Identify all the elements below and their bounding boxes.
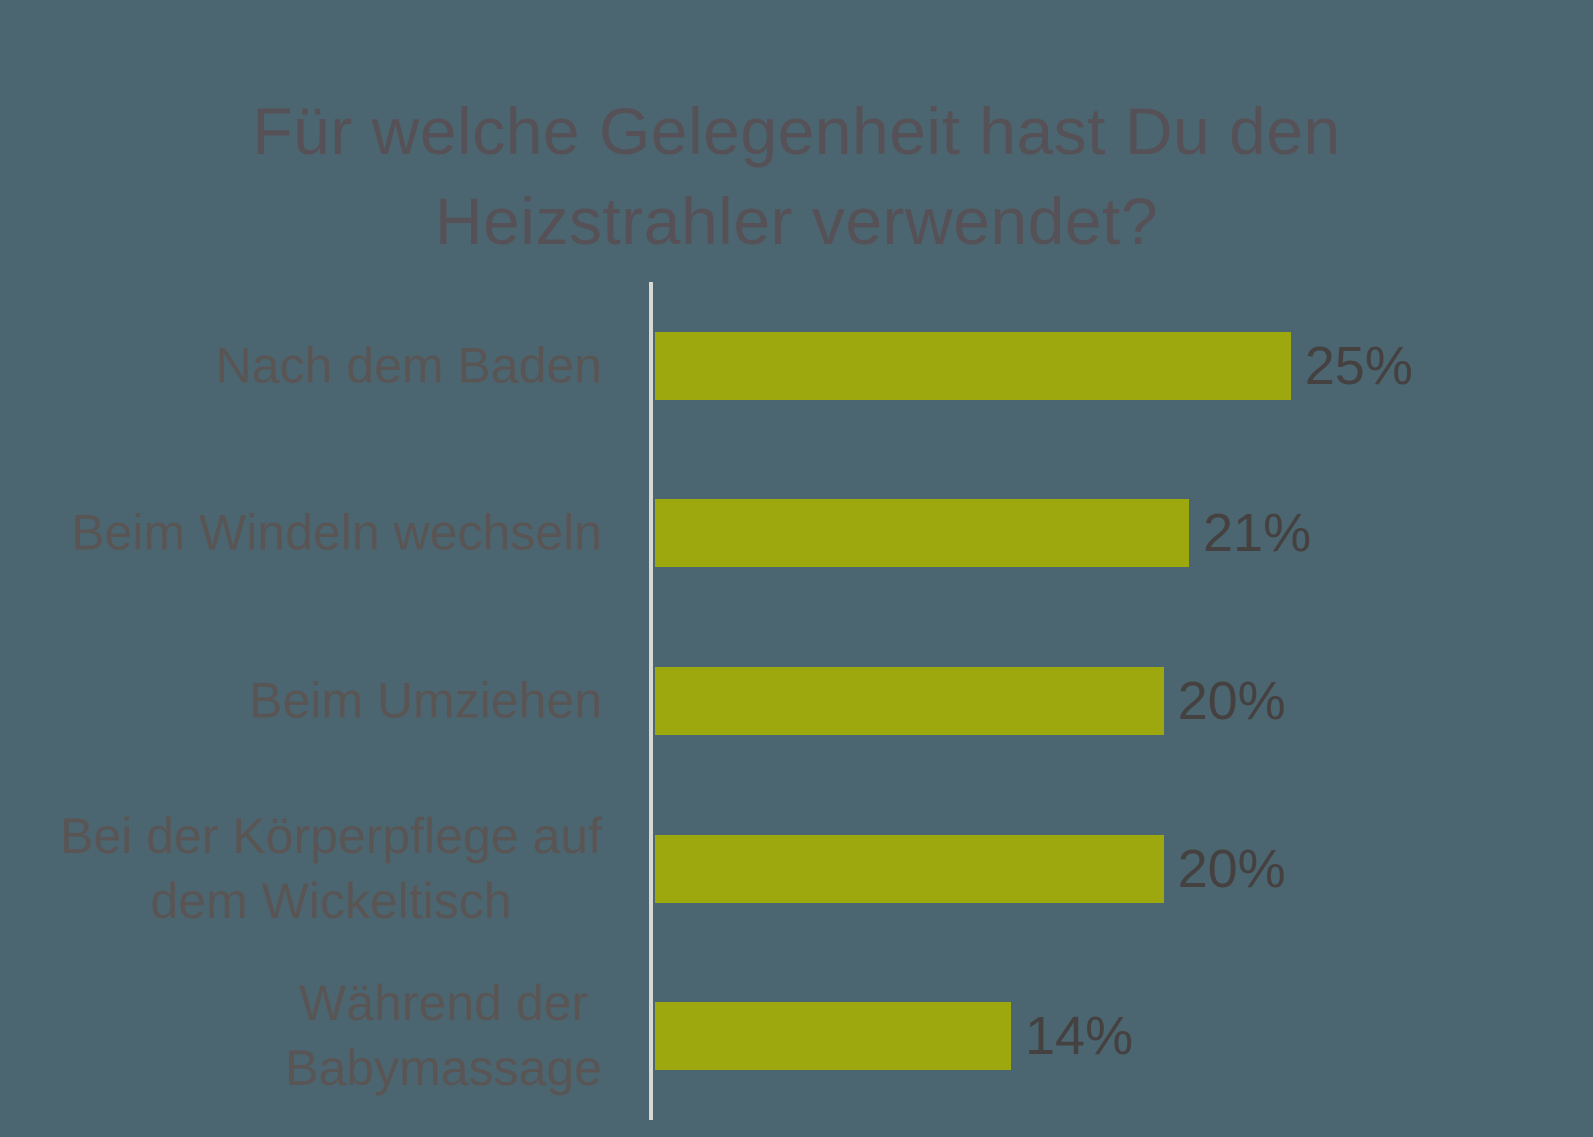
category-label: Beim Windeln wechseln <box>71 504 602 561</box>
bar <box>655 835 1164 903</box>
category-label: Bei der Körperpflege auf dem Wickeltisch <box>59 808 602 929</box>
value-label: 20% <box>1177 839 1286 899</box>
chart-title-line-2: Heizstrahler verwendet? <box>434 183 1159 258</box>
chart-title: Für welche Gelegenheit hast Du den Heizs… <box>0 87 1593 267</box>
bar <box>655 1002 1012 1070</box>
y-axis-line <box>649 282 653 1120</box>
value-label: 21% <box>1203 503 1312 563</box>
value-label: 20% <box>1177 671 1286 731</box>
bar <box>655 332 1291 400</box>
value-label: 14% <box>1025 1006 1134 1066</box>
bar <box>655 667 1164 735</box>
value-label: 25% <box>1304 336 1413 396</box>
category-label: Nach dem Baden <box>215 337 602 394</box>
category-label: Während der Babymassage <box>285 975 602 1096</box>
bar <box>655 499 1190 567</box>
category-label: Beim Umziehen <box>249 672 602 729</box>
chart-title-line-1: Für welche Gelegenheit hast Du den <box>252 94 1341 168</box>
